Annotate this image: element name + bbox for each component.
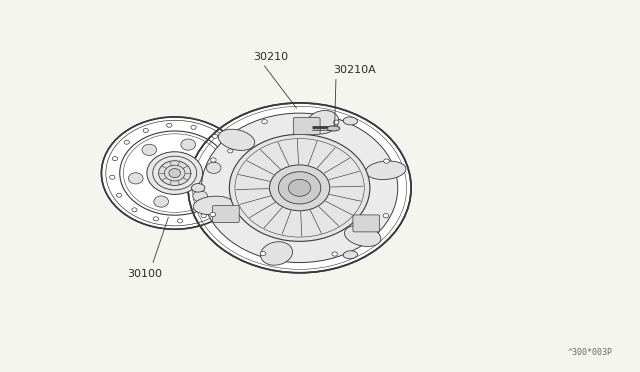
Ellipse shape xyxy=(132,208,137,212)
Ellipse shape xyxy=(269,165,330,211)
Ellipse shape xyxy=(169,169,180,177)
Ellipse shape xyxy=(147,152,202,195)
Ellipse shape xyxy=(166,123,172,127)
Ellipse shape xyxy=(218,129,255,150)
Ellipse shape xyxy=(201,214,206,218)
Ellipse shape xyxy=(343,251,358,259)
Ellipse shape xyxy=(289,179,311,196)
FancyBboxPatch shape xyxy=(353,215,380,232)
Ellipse shape xyxy=(220,202,225,206)
Ellipse shape xyxy=(191,125,196,129)
Ellipse shape xyxy=(365,161,406,180)
Ellipse shape xyxy=(206,162,221,173)
Ellipse shape xyxy=(327,126,340,131)
Ellipse shape xyxy=(101,117,248,229)
Ellipse shape xyxy=(344,225,381,246)
FancyBboxPatch shape xyxy=(212,206,239,222)
Ellipse shape xyxy=(228,149,233,153)
Ellipse shape xyxy=(232,186,237,189)
Ellipse shape xyxy=(343,117,358,125)
Ellipse shape xyxy=(202,113,397,263)
Ellipse shape xyxy=(210,212,216,217)
Ellipse shape xyxy=(181,139,196,150)
Ellipse shape xyxy=(262,119,268,124)
Ellipse shape xyxy=(234,167,240,171)
Text: 30100: 30100 xyxy=(127,269,163,279)
Ellipse shape xyxy=(113,157,118,161)
Ellipse shape xyxy=(116,193,122,197)
Ellipse shape xyxy=(154,196,168,207)
Ellipse shape xyxy=(193,191,207,202)
Ellipse shape xyxy=(332,252,337,256)
Text: ^300*003P: ^300*003P xyxy=(568,347,613,357)
Ellipse shape xyxy=(211,158,216,162)
Ellipse shape xyxy=(193,196,234,215)
Ellipse shape xyxy=(212,134,218,138)
Ellipse shape xyxy=(188,103,411,273)
Ellipse shape xyxy=(229,134,370,241)
Ellipse shape xyxy=(333,120,339,124)
Ellipse shape xyxy=(307,110,339,134)
Ellipse shape xyxy=(124,140,129,144)
Ellipse shape xyxy=(159,161,191,185)
Ellipse shape xyxy=(278,172,321,204)
Text: 30210A: 30210A xyxy=(333,65,376,75)
Ellipse shape xyxy=(142,144,157,155)
Ellipse shape xyxy=(383,159,389,163)
Ellipse shape xyxy=(260,251,266,256)
Ellipse shape xyxy=(153,217,159,221)
Ellipse shape xyxy=(109,175,115,179)
FancyBboxPatch shape xyxy=(293,118,320,135)
Ellipse shape xyxy=(177,219,183,223)
Text: 30210: 30210 xyxy=(253,52,288,62)
Ellipse shape xyxy=(143,128,148,132)
Ellipse shape xyxy=(191,184,205,192)
Ellipse shape xyxy=(129,173,143,184)
Ellipse shape xyxy=(383,214,388,218)
Ellipse shape xyxy=(260,242,292,265)
